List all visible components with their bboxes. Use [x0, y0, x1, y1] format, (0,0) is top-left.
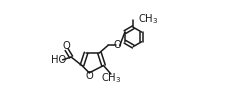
Text: O: O: [62, 41, 70, 51]
Text: O: O: [114, 40, 122, 50]
Text: HO: HO: [51, 55, 66, 65]
Text: O: O: [86, 71, 93, 81]
Text: CH$_3$: CH$_3$: [138, 12, 158, 26]
Text: CH$_3$: CH$_3$: [101, 71, 122, 85]
